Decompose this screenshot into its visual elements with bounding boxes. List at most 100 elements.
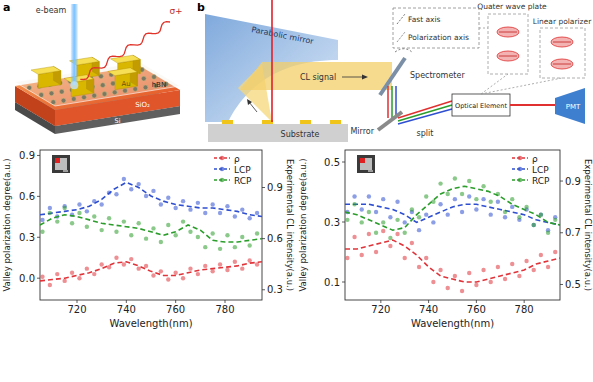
polarization-line: [553, 64, 571, 65]
polarization-element: [497, 27, 519, 37]
data-point: [240, 207, 244, 211]
y-axis-title: Valley polarization degree(a.u.): [298, 158, 308, 291]
polarization-axis-line: [397, 32, 405, 42]
plot-frame: [345, 150, 560, 300]
sample-pad: [300, 120, 311, 124]
x-tick-label: 780: [215, 304, 234, 315]
x-tick: [380, 300, 381, 303]
sample-pad: [222, 120, 233, 124]
y2-tick-label: 0.5: [565, 279, 581, 290]
data-point: [395, 218, 399, 222]
data-point: [122, 177, 126, 181]
data-point: [99, 202, 103, 206]
plot-frame: [40, 150, 262, 300]
data-point: [240, 266, 244, 270]
polarizer-label: Linear polarizer: [533, 17, 592, 26]
data-point: [360, 207, 364, 211]
data-point: [255, 231, 259, 235]
data-point: [453, 197, 457, 201]
data-point: [247, 243, 251, 247]
y-tick: [342, 222, 345, 223]
data-point: [489, 280, 493, 284]
data-point: [446, 286, 450, 290]
y2-axis-title: Experimental CL intensity(a.u.): [285, 159, 295, 291]
data-point: [151, 226, 155, 230]
data-point: [524, 259, 528, 263]
data-point: [381, 229, 385, 233]
data-point: [77, 202, 81, 206]
data-point: [144, 264, 148, 268]
data-point: [136, 266, 140, 270]
data-point: [173, 271, 177, 275]
data-point: [553, 250, 557, 254]
data-point: [48, 206, 52, 210]
fit-line: [40, 182, 262, 216]
data-point: [196, 235, 200, 239]
data-point: [431, 220, 435, 224]
x-tick-label: 740: [419, 304, 438, 315]
data-point: [424, 212, 428, 216]
data-point: [453, 176, 457, 180]
data-point: [403, 256, 407, 260]
legend-marker: [518, 178, 522, 182]
data-point: [503, 215, 507, 219]
data-point: [181, 199, 185, 203]
data-point: [218, 262, 222, 266]
data-point: [517, 274, 521, 278]
data-point: [539, 253, 543, 257]
mirror-label: Parabolic mirror: [251, 25, 316, 46]
data-point: [446, 212, 450, 216]
data-point: [173, 206, 177, 210]
data-point: [92, 199, 96, 203]
data-point: [345, 256, 349, 260]
data-point: [233, 214, 237, 218]
x-tick: [225, 300, 226, 303]
data-point: [129, 187, 133, 191]
split-beam: [398, 101, 452, 118]
data-point: [233, 260, 237, 264]
polarization-element: [551, 37, 573, 47]
fit-line: [345, 204, 560, 225]
x-tick-label: 720: [371, 304, 390, 315]
legend-label: LCP: [234, 165, 251, 175]
y-tick: [342, 162, 345, 163]
data-point: [532, 223, 536, 227]
y2-tick-label: 0.6: [267, 233, 283, 244]
sio2-label: SiO₂: [135, 101, 150, 109]
data-point: [467, 271, 471, 275]
y2-tick: [262, 187, 265, 188]
substrate: [208, 124, 348, 142]
spectrometer-label: Spectrometer: [410, 71, 465, 80]
polarization-element: [497, 51, 519, 61]
x-tick: [428, 300, 429, 303]
data-point: [70, 221, 74, 225]
y2-tick-label: 0.9: [565, 176, 581, 187]
e-beam: [271, 0, 273, 122]
data-point: [159, 202, 163, 206]
data-point: [367, 194, 371, 198]
y-tick-label: 0.9: [19, 150, 35, 161]
signal-beam: [510, 104, 555, 106]
inset-scale-bar: [63, 171, 68, 172]
data-point: [166, 223, 170, 227]
dispersed-beam: [387, 86, 389, 118]
inset-scale-bar: [368, 171, 373, 172]
x-tick-label: 740: [117, 304, 136, 315]
data-point: [467, 194, 471, 198]
axis-legend-box: [393, 8, 479, 48]
sample-pad: [330, 120, 341, 124]
chart: 7207407607800.00.30.60.90.30.60.9Wavelen…: [2, 150, 295, 329]
data-point: [417, 215, 421, 219]
legend-label: RCP: [234, 176, 252, 186]
dispersed-beam: [395, 86, 397, 118]
inset-spot: [55, 158, 60, 163]
data-point: [553, 218, 557, 222]
data-point: [203, 264, 207, 268]
cl-beam: [240, 62, 392, 90]
data-point: [546, 231, 550, 235]
x-tick-label: 780: [515, 304, 534, 315]
x-axis-title: Wavelength(nm): [109, 318, 192, 329]
chart: 7207407607800.10.30.50.50.70.9Wavelength…: [298, 150, 593, 329]
data-point: [360, 220, 364, 224]
pmt: [555, 88, 585, 124]
